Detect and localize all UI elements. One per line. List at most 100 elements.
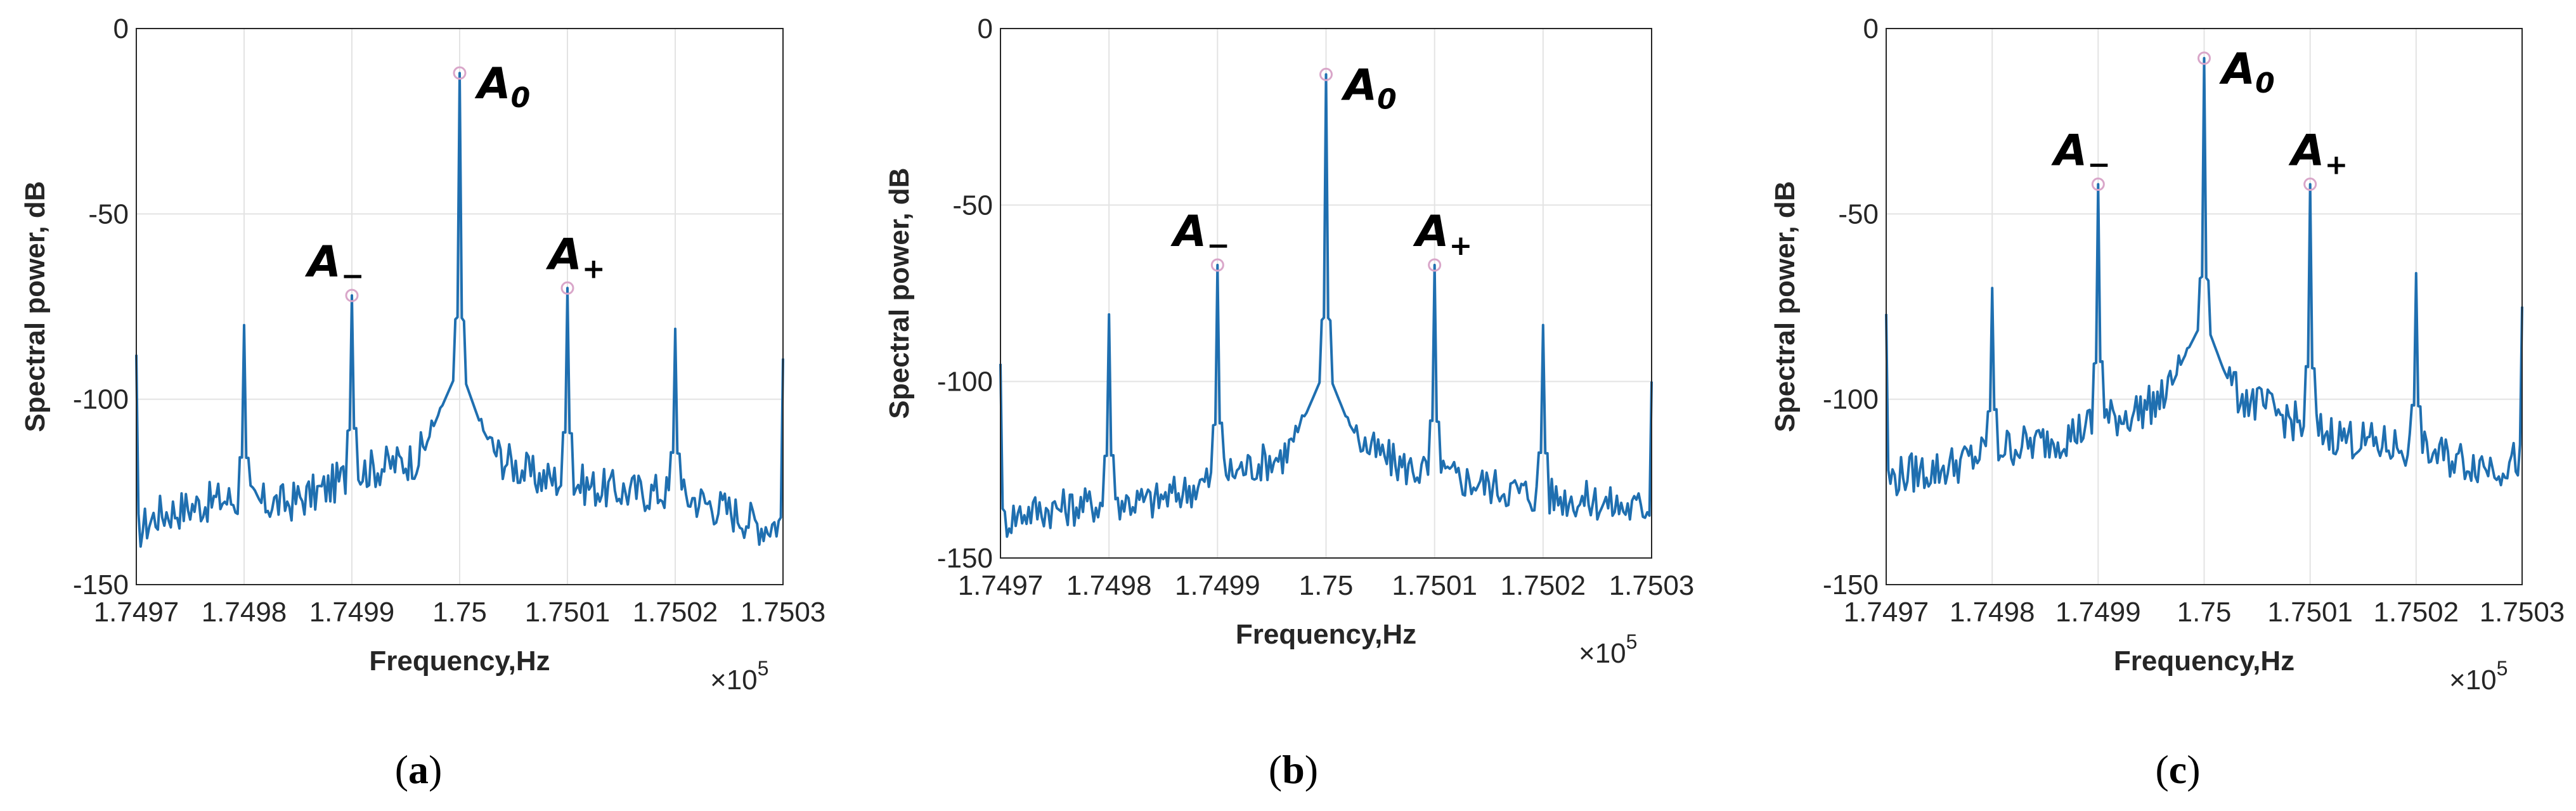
x-axis-label: Frequency,Hz — [369, 646, 550, 677]
spectrum-line — [999, 73, 1653, 538]
peak-marker — [1428, 258, 1442, 272]
y-tick-label: 0 — [113, 13, 129, 44]
x-tick-label: 1.7498 — [1066, 570, 1152, 601]
y-tick-label: -150 — [937, 543, 993, 574]
x-tick-label: 1.7503 — [741, 597, 826, 628]
x-exponent-label: ×105 — [710, 657, 768, 696]
annotation-a-minus-letter: A — [2051, 126, 2088, 176]
x-tick-label: 1.7502 — [1501, 570, 1586, 601]
x-tick-label: 1.7497 — [1844, 597, 1929, 628]
x-tick-label: 1.7501 — [1392, 570, 1477, 601]
x-tick-label: 1.7503 — [1609, 570, 1695, 601]
x-tick-label: 1.7498 — [1950, 597, 2035, 628]
annotation-a-plus: A+ — [545, 230, 605, 285]
y-tick-label: -150 — [73, 569, 129, 600]
annotation-a-minus: A− — [1170, 207, 1231, 262]
x-tick-label: 1.7502 — [633, 597, 718, 628]
annotation-a0-subscript: 0 — [511, 82, 531, 114]
panel-caption-letter: c — [2169, 747, 2187, 792]
peak-marker — [2303, 178, 2317, 191]
y-axis-label: Spectral power, dB — [884, 167, 915, 418]
y-tick-label: 0 — [978, 13, 993, 44]
plot-frame — [136, 28, 784, 585]
y-tick-label: 0 — [1863, 13, 1879, 44]
x-tick-label: 1.7497 — [94, 597, 179, 628]
x-exponent-label: ×105 — [2449, 657, 2508, 696]
y-tick-label: -150 — [1823, 569, 1879, 600]
annotation-a-plus: A+ — [2288, 126, 2348, 181]
annotation-a-minus-subscript: − — [341, 260, 365, 292]
x-tick-label: 1.7501 — [525, 597, 611, 628]
x-tick-label: 1.7499 — [309, 597, 395, 628]
y-tick-label: -50 — [1838, 198, 1879, 230]
x-exponent-power: 5 — [758, 657, 769, 680]
annotation-a-minus: A− — [2051, 126, 2111, 181]
panel-caption: (a) — [395, 747, 443, 792]
y-tick-labels: 0 -50 -100 -150 — [73, 13, 129, 600]
x-tick-label: 1.7499 — [1175, 570, 1260, 601]
x-tick-label: 1.75 — [2177, 597, 2232, 628]
x-exponent-base: ×10 — [710, 665, 758, 696]
y-tick-label: -100 — [937, 367, 993, 398]
peak-marker — [1319, 67, 1333, 81]
peak-marker — [1210, 258, 1224, 272]
annotation-a-minus-subscript: − — [1207, 230, 1230, 262]
annotation-a-plus-subscript: + — [2325, 149, 2348, 181]
peak-marker — [453, 66, 467, 80]
panel-caption: (b) — [1269, 747, 1318, 792]
y-tick-label: -50 — [952, 190, 993, 221]
annotation-a-minus-subscript: − — [2087, 149, 2111, 181]
x-tick-label: 1.7498 — [202, 597, 287, 628]
y-axis-label: Spectral power, dB — [1770, 181, 1801, 432]
x-axis-label: Frequency,Hz — [2114, 646, 2294, 677]
annotation-a-minus: A− — [304, 237, 365, 292]
x-exponent-base: ×10 — [2449, 665, 2497, 696]
y-axis-label: Spectral power, dB — [20, 181, 51, 432]
annotation-a0: A0 — [2219, 44, 2275, 100]
plot-frame — [1886, 28, 2523, 585]
y-tick-labels: 0 -50 -100 -150 — [1823, 13, 1879, 600]
annotation-a-plus-letter: A — [1413, 207, 1449, 257]
x-tick-labels: 1.7497 1.7498 1.7499 1.75 1.7501 1.7502 … — [958, 570, 1695, 601]
spectrum-line — [135, 72, 784, 548]
annotation-a0-subscript: 0 — [1377, 83, 1397, 115]
x-tick-label: 1.75 — [1299, 570, 1354, 601]
x-exponent-power: 5 — [1626, 630, 1638, 653]
peak-marker — [345, 289, 359, 302]
annotation-a0: A0 — [474, 59, 530, 114]
peak-markers — [1210, 67, 1442, 272]
x-tick-label: 1.7499 — [2055, 597, 2141, 628]
peak-markers — [2091, 51, 2317, 191]
annotation-a-plus-subscript: + — [1449, 230, 1473, 262]
plot-frame — [1000, 28, 1652, 559]
peak-marker — [2197, 51, 2211, 65]
annotation-a-minus-letter: A — [304, 237, 341, 287]
annotation-a-plus-letter: A — [2288, 126, 2325, 176]
annotation-a-plus-subscript: + — [582, 252, 605, 285]
panel-b: 0 -50 -100 -150 1.7497 1.7498 1.7499 1.7… — [884, 13, 1694, 792]
x-tick-label: 1.7503 — [2480, 597, 2565, 628]
x-exponent-base: ×10 — [1579, 638, 1626, 669]
x-tick-label: 1.7501 — [2267, 597, 2353, 628]
annotation-a-plus: A+ — [1413, 207, 1473, 262]
x-tick-labels: 1.7497 1.7498 1.7499 1.75 1.7501 1.7502 … — [1844, 597, 2565, 628]
annotation-a-plus-letter: A — [545, 230, 582, 280]
annotation-a0-letter: A — [474, 59, 511, 109]
annotation-a0-letter: A — [2219, 44, 2256, 94]
annotation-a0: A0 — [1341, 60, 1397, 115]
x-tick-label: 1.75 — [432, 597, 487, 628]
panel-c: 0 -50 -100 -150 1.7497 1.7498 1.7499 1.7… — [1770, 13, 2565, 792]
x-tick-labels: 1.7497 1.7498 1.7499 1.75 1.7501 1.7502 … — [94, 597, 826, 628]
peak-marker — [560, 281, 574, 295]
panel-a: 0 -50 -100 -150 1.7497 1.7498 1.7499 1.7… — [20, 13, 825, 792]
x-tick-label: 1.7497 — [958, 570, 1044, 601]
panel-caption-letter: b — [1282, 747, 1305, 792]
spectrum-line — [1885, 56, 2523, 496]
panel-caption: (c) — [2155, 747, 2200, 792]
x-exponent-power: 5 — [2497, 657, 2508, 680]
annotation-a0-subscript: 0 — [2255, 67, 2275, 100]
y-tick-label: -50 — [88, 198, 129, 230]
peak-markers — [345, 66, 574, 302]
peak-marker — [2091, 178, 2105, 191]
